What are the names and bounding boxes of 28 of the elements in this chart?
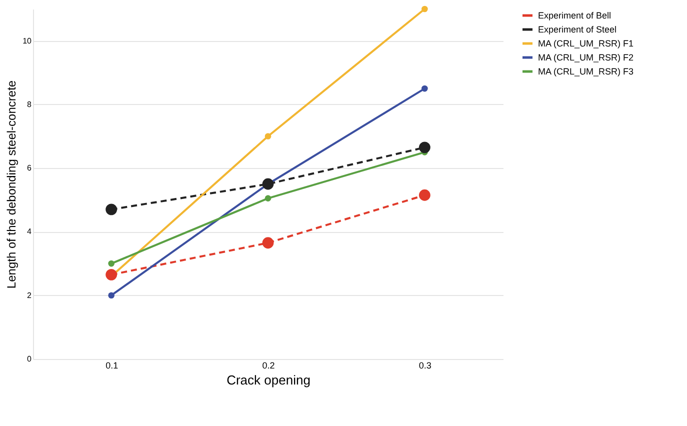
x-tick-label: 0.1 xyxy=(106,360,118,370)
y-axis-title: Length of the debonding steel-concrete xyxy=(4,80,19,289)
point xyxy=(422,85,428,92)
y-tick-label: 0 xyxy=(27,354,32,364)
point xyxy=(264,133,272,140)
x-tick-label: 0.2 xyxy=(262,360,275,370)
point xyxy=(106,268,118,280)
y-tick-label: 8 xyxy=(27,100,32,109)
legend-label: Experiment of Bell xyxy=(538,10,612,20)
x-tick-label: 0.3 xyxy=(418,360,432,370)
y-tick-label: 4 xyxy=(27,227,32,236)
point xyxy=(262,237,274,249)
point xyxy=(262,178,274,190)
point xyxy=(264,195,272,202)
legend-label: MA (CRL_UM_RSR) F3 xyxy=(538,66,634,76)
point xyxy=(106,204,118,216)
point xyxy=(418,142,430,154)
legend-label: Experiment of Steel xyxy=(538,24,617,34)
y-tick-label: 2 xyxy=(27,290,32,300)
point xyxy=(418,189,430,201)
legend-label: MA (CRL_UM_RSR) F2 xyxy=(538,52,634,62)
y-tick-label: 6 xyxy=(27,164,32,173)
point xyxy=(422,6,428,12)
point xyxy=(108,260,114,267)
point xyxy=(108,292,114,299)
x-axis-title: Crack opening xyxy=(226,372,310,388)
y-tick-label: 10 xyxy=(22,36,32,46)
legend-label: MA (CRL_UM_RSR) F1 xyxy=(538,38,634,48)
